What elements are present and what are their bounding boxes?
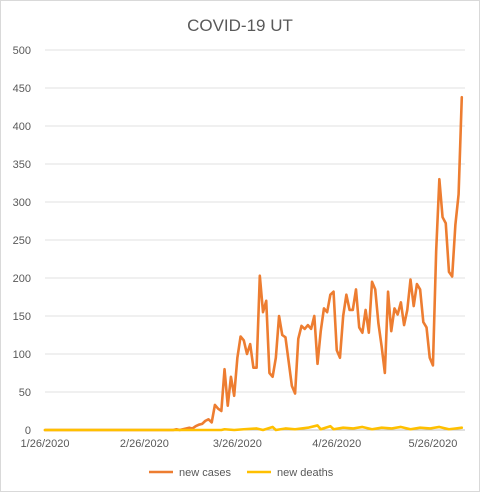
y-tick-label: 100 xyxy=(13,349,31,361)
y-axis-ticks: 0 50 100 150 200 250 300 350 400 450 500 xyxy=(13,45,31,437)
y-tick-label: 300 xyxy=(13,197,31,209)
legend: new cases new deaths xyxy=(149,467,334,479)
legend-item: new deaths xyxy=(247,467,334,479)
legend-label: new deaths xyxy=(277,467,334,479)
x-tick-label: 5/26/2020 xyxy=(408,438,457,450)
y-tick-label: 150 xyxy=(13,311,31,323)
x-tick-label: 3/26/2020 xyxy=(213,438,262,450)
y-tick-label: 450 xyxy=(13,83,31,95)
y-tick-label: 350 xyxy=(13,159,31,171)
y-tick-label: 0 xyxy=(25,425,31,437)
series-line-new-cases xyxy=(43,95,464,432)
y-tick-label: 400 xyxy=(13,121,31,133)
gridlines xyxy=(45,49,465,431)
legend-label: new cases xyxy=(179,467,231,479)
y-tick-label: 200 xyxy=(13,273,31,285)
chart-title: COVID-19 UT xyxy=(187,16,293,35)
x-tick-label: 2/26/2020 xyxy=(120,438,169,450)
x-tick-label: 4/26/2020 xyxy=(312,438,361,450)
y-tick-label: 50 xyxy=(19,387,31,399)
series-line-new-deaths xyxy=(43,424,464,432)
x-axis-ticks: 1/26/2020 2/26/2020 3/26/2020 4/26/2020 5/26… xyxy=(21,438,458,450)
series-lines xyxy=(43,95,464,432)
y-tick-label: 500 xyxy=(13,45,31,57)
x-tick-label: 1/26/2020 xyxy=(21,438,70,450)
y-tick-label: 250 xyxy=(13,235,31,247)
legend-item: new cases xyxy=(149,467,231,479)
